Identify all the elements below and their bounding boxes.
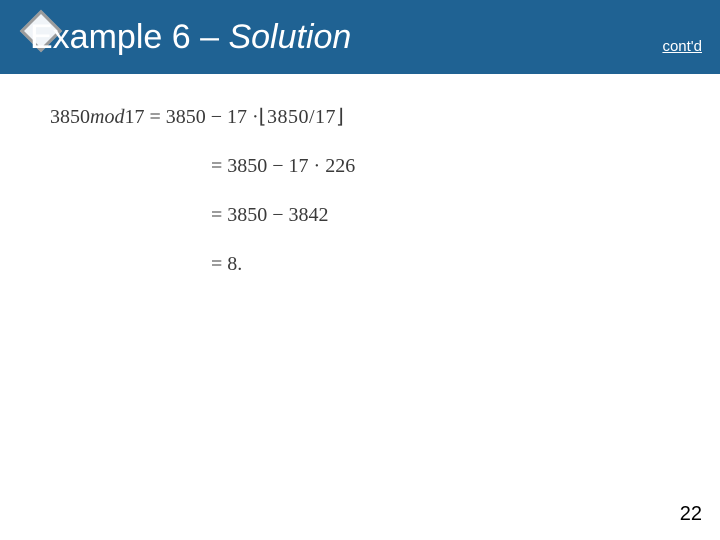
line4-text: = 8. bbox=[205, 253, 242, 276]
slide-title: Example 6 – Solution bbox=[30, 18, 351, 57]
line3-text: = 3850 − 3842 bbox=[205, 204, 329, 227]
math-line-4: = 8. bbox=[50, 253, 720, 276]
slide-header: Example 6 – Solution cont'd bbox=[0, 0, 720, 74]
title-italic: Solution bbox=[228, 18, 351, 56]
line1-mid: 17 = 3850 − 17 · bbox=[124, 106, 258, 129]
contd-label: cont'd bbox=[662, 38, 702, 55]
line1-floor: ⌊3850/17⌋ bbox=[259, 104, 345, 129]
page-number: 22 bbox=[680, 503, 702, 526]
line1-lhs: 3850 bbox=[50, 106, 90, 129]
slide: Example 6 – Solution cont'd 3850 mod 17 … bbox=[0, 0, 720, 540]
math-line-1: 3850 mod 17 = 3850 − 17 · ⌊3850/17⌋ bbox=[50, 104, 720, 129]
line2-text: = 3850 − 17 · 226 bbox=[205, 155, 355, 178]
title-prefix: Example 6 – bbox=[30, 18, 228, 56]
line1-mod: mod bbox=[90, 106, 124, 129]
slide-content: 3850 mod 17 = 3850 − 17 · ⌊3850/17⌋ = 38… bbox=[0, 74, 720, 276]
math-line-3: = 3850 − 3842 bbox=[50, 204, 720, 227]
math-line-2: = 3850 − 17 · 226 bbox=[50, 155, 720, 178]
